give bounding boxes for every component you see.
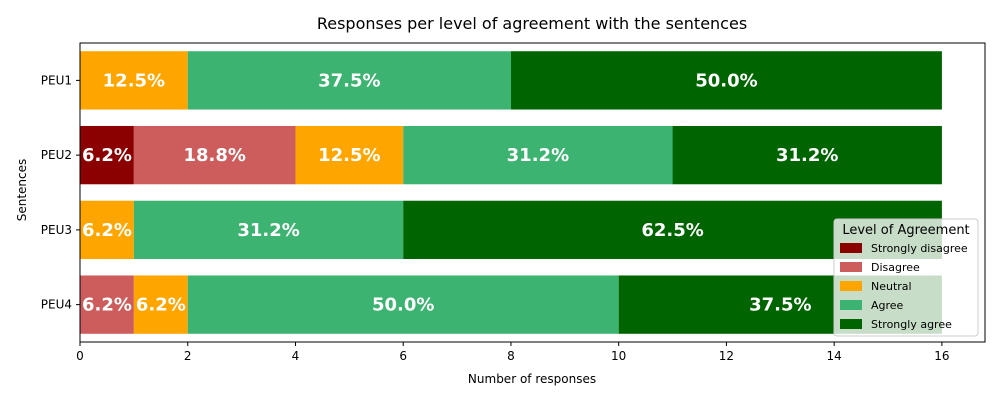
plot-frame xyxy=(79,42,986,343)
legend: Level of Agreement Strongly disagree Disag… xyxy=(833,218,979,337)
legend-box xyxy=(833,218,979,337)
x-tick-label: 12 xyxy=(719,349,734,363)
bar-peu1-agree xyxy=(187,51,511,110)
y-tick-label: PEU4 xyxy=(41,298,72,312)
bar-peu1-strongly-agree xyxy=(510,51,942,110)
bar-value-label: 31.2% xyxy=(507,145,569,166)
bar-value-label: 37.5% xyxy=(318,70,380,91)
bar-peu3-agree xyxy=(133,200,404,260)
y-axis-label: Sentences xyxy=(15,159,29,222)
x-axis-label: Number of responses xyxy=(468,372,596,386)
bar-peu2-disagree xyxy=(133,125,296,185)
legend-swatch-strongly-agree xyxy=(840,319,862,329)
bar-value-label: 50.0% xyxy=(372,295,434,316)
bar-value-label: 12.5% xyxy=(103,70,165,91)
x-tick-label: 6 xyxy=(399,349,407,363)
bar-peu2-strongly-disagree xyxy=(80,125,134,185)
legend-entry-disagree: Disagree xyxy=(871,261,920,274)
x-tick-label: 16 xyxy=(934,349,949,363)
x-tick-label: 2 xyxy=(184,349,192,363)
plot-area: 12.5% 37.5% 50.0% PEU1 6.2% 18.8% 12.5% 31.2% 31… xyxy=(41,42,986,363)
x-tick-label: 4 xyxy=(292,349,300,363)
bar-value-label: 37.5% xyxy=(749,295,811,316)
bar-peu4-neutral xyxy=(133,275,188,334)
bar-peu2-agree xyxy=(403,125,673,185)
y-tick-label: PEU2 xyxy=(41,148,72,162)
bar-value-label: 62.5% xyxy=(641,220,703,241)
bar-value-label: 6.2% xyxy=(82,295,132,316)
bar-peu4-disagree xyxy=(80,275,134,334)
legend-swatch-agree xyxy=(840,300,862,310)
legend-title: Level of Agreement xyxy=(842,223,969,238)
legend-entry-strongly-agree: Strongly agree xyxy=(871,318,952,331)
x-tick-label: 10 xyxy=(611,349,626,363)
legend-entry-neutral: Neutral xyxy=(871,280,912,293)
legend-entry-agree: Agree xyxy=(871,299,904,312)
bar-peu3-neutral xyxy=(80,200,134,260)
legend-swatch-neutral xyxy=(840,281,862,291)
bar-value-label: 18.8% xyxy=(183,145,245,166)
bar-peu2-strongly-agree xyxy=(672,125,942,185)
legend-swatch-strongly-disagree xyxy=(840,243,862,253)
bar-value-label: 50.0% xyxy=(695,70,757,91)
x-tick-label: 0 xyxy=(76,349,84,363)
bar-value-label: 6.2% xyxy=(82,220,132,241)
bar-value-label: 6.2% xyxy=(82,145,132,166)
legend-entry-strongly-disagree: Strongly disagree xyxy=(871,242,968,255)
bar-peu4-agree xyxy=(187,275,619,334)
x-tick-label: 14 xyxy=(827,349,842,363)
chart-title: Responses per level of agreement with th… xyxy=(317,14,747,33)
bar-value-label: 12.5% xyxy=(318,145,380,166)
bar-value-label: 6.2% xyxy=(136,295,186,316)
x-tick-label: 8 xyxy=(507,349,515,363)
bar-peu1-neutral xyxy=(80,51,188,110)
y-tick-label: PEU3 xyxy=(41,223,72,237)
bar-peu2-neutral xyxy=(295,125,404,185)
legend-swatch-disagree xyxy=(840,262,862,272)
bar-value-label: 31.2% xyxy=(776,145,838,166)
y-tick-label: PEU1 xyxy=(41,73,72,87)
bar-value-label: 31.2% xyxy=(237,220,299,241)
